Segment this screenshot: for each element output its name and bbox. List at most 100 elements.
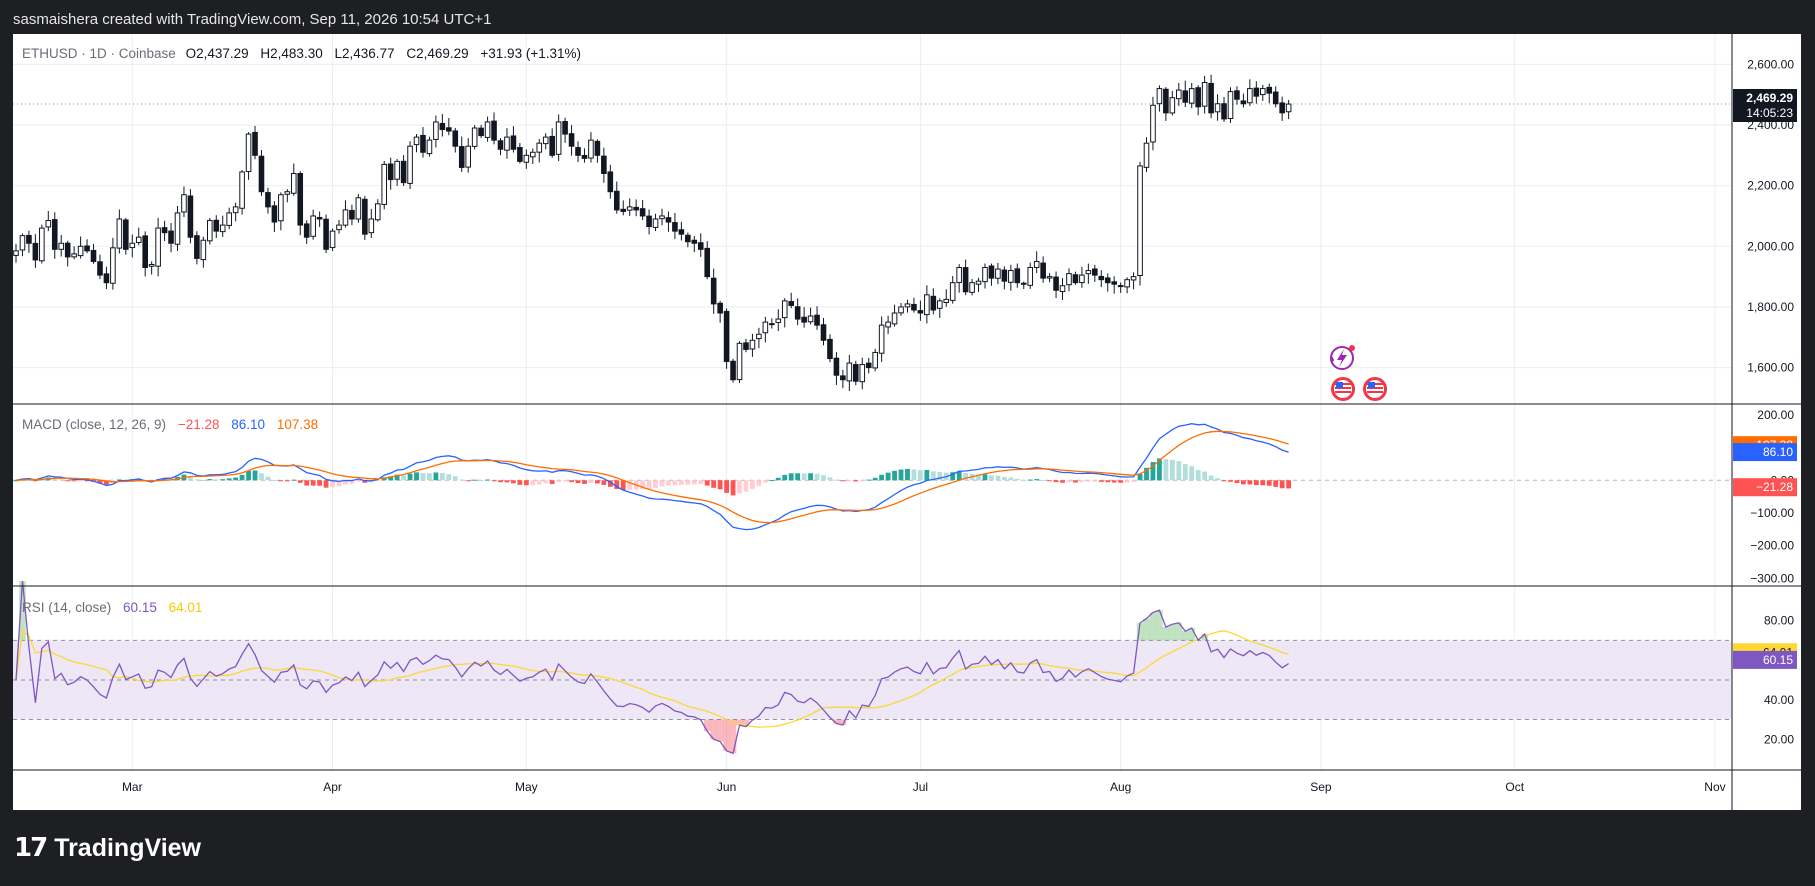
candle — [1092, 264, 1098, 282]
macd-tick-label: −300.00 — [1750, 571, 1794, 585]
candle — [26, 230, 32, 253]
candle-body — [988, 265, 995, 279]
macd-histogram-bar — [1137, 473, 1143, 481]
macd-histogram-bar — [1221, 480, 1227, 482]
candle-body — [788, 301, 795, 306]
chart-frame[interactable]: 2,600.00 2,400.00 2,200.00 2,000.00 1,800.00… — [13, 34, 1801, 810]
candle-body — [949, 282, 956, 301]
macd-histogram-bar — [982, 474, 988, 481]
tradingview-logo[interactable]: 17 TradingView — [14, 832, 201, 864]
macd-histogram-bar — [1008, 477, 1014, 481]
tradingview-logo-text: TradingView — [54, 833, 201, 862]
candle-body — [491, 120, 497, 141]
candle-body — [252, 131, 258, 156]
macd-histogram-bar — [659, 480, 665, 487]
macd-histogram-bar — [892, 470, 897, 481]
candle — [245, 132, 252, 180]
candle-body — [426, 139, 433, 155]
macd-histogram-bar — [343, 480, 348, 485]
candle-body — [568, 133, 575, 147]
candle — [116, 209, 123, 254]
rsi-overbought-fill — [1188, 628, 1196, 641]
macd-histogram-bar — [769, 480, 775, 482]
macd-histogram-bar — [885, 472, 891, 481]
chart-canvas[interactable]: 2,600.002,400.002,200.002,000.001,800.00… — [13, 34, 1801, 810]
macd-histogram-bar — [704, 480, 710, 486]
candle-body — [575, 147, 581, 156]
candle — [1079, 267, 1085, 288]
price-tick-label: 2,600.00 — [1747, 57, 1794, 71]
candle — [924, 285, 930, 324]
macd-histogram-bar — [1098, 480, 1104, 482]
rsi-oversold-fill — [723, 719, 730, 751]
lightning-bolt-icon[interactable] — [1330, 345, 1355, 370]
candle-body — [1201, 82, 1208, 107]
candle-body — [161, 227, 168, 234]
macd-histogram-bar — [491, 480, 497, 482]
macd-histogram-bar — [569, 480, 574, 483]
us-flag-icon[interactable] — [1331, 377, 1355, 401]
macd-histogram-bar — [989, 475, 994, 481]
macd-histogram-bar — [1241, 480, 1246, 485]
candle — [90, 244, 97, 264]
candle — [510, 126, 517, 153]
candle — [1156, 85, 1163, 112]
candle-body — [1188, 88, 1195, 104]
us-flag-icon[interactable] — [1363, 377, 1387, 401]
macd-histogram-bar — [588, 480, 594, 484]
macd-histogram-bar — [291, 479, 297, 481]
macd-histogram-bar — [911, 469, 917, 481]
candle-body — [1066, 273, 1072, 286]
macd-histogram-bar — [924, 470, 930, 481]
candle-body — [1259, 88, 1266, 96]
rsi-oversold-fill — [742, 719, 750, 727]
candle — [639, 200, 646, 221]
macd-histogram-bar — [207, 479, 213, 481]
rsi-tag: 60.15 — [1733, 650, 1797, 669]
macd-histogram-bar — [32, 480, 38, 482]
macd-histogram-bar — [801, 473, 807, 481]
candle-body — [1085, 270, 1092, 275]
macd-histogram-bar — [1118, 480, 1124, 483]
macd-histogram-bar — [226, 478, 232, 481]
macd-histogram-bar — [478, 480, 484, 482]
candle — [762, 316, 769, 343]
candle-body — [1253, 87, 1260, 97]
candle — [284, 189, 291, 203]
candle-body — [1079, 274, 1085, 284]
candle — [665, 211, 672, 232]
candle — [878, 316, 885, 362]
candle — [620, 200, 627, 216]
candle — [439, 114, 446, 137]
candle-body — [316, 216, 323, 220]
candle-body — [620, 208, 627, 212]
rsi-line — [15, 581, 1289, 755]
candle — [575, 141, 581, 163]
macd-histogram-bar — [517, 480, 523, 485]
candle — [1085, 263, 1092, 284]
macd-histogram-bar — [1014, 478, 1020, 481]
candle-body — [555, 121, 562, 155]
macd-histogram-bar — [614, 480, 620, 490]
candle — [110, 237, 116, 290]
candle — [297, 171, 304, 236]
candle-body — [613, 190, 620, 211]
macd-histogram-bar — [1105, 480, 1111, 483]
candle — [885, 315, 891, 335]
macd-histogram-bar — [549, 480, 555, 484]
macd-histogram-bar — [930, 471, 936, 481]
macd-histogram-bar — [323, 480, 329, 488]
macd-histogram-bar — [607, 480, 613, 487]
rsi-oversold-fill — [729, 719, 737, 754]
candle-body — [394, 160, 400, 180]
candle — [161, 220, 168, 242]
candle-body — [497, 140, 504, 150]
candle-body — [84, 245, 90, 252]
candle-body — [19, 235, 26, 251]
close-value: 2,469.29 — [416, 46, 469, 61]
candle-body — [1221, 103, 1227, 120]
candle-body — [226, 212, 232, 226]
candle-body — [181, 194, 187, 213]
low-value: 2,436.77 — [342, 46, 395, 61]
candle-body — [258, 155, 265, 193]
